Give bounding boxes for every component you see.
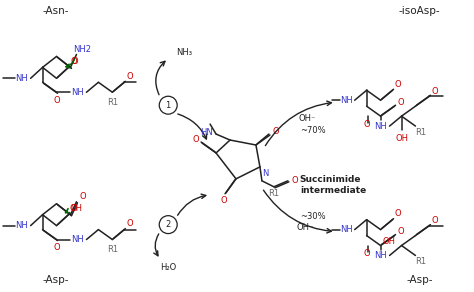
Text: O: O <box>431 87 438 96</box>
Text: NH: NH <box>15 74 28 83</box>
Text: O: O <box>221 196 228 205</box>
Text: NH: NH <box>340 225 353 234</box>
Text: O: O <box>273 126 279 135</box>
Text: ~30%: ~30% <box>300 212 326 221</box>
Text: O: O <box>397 227 404 236</box>
Text: H₂O: H₂O <box>160 263 176 272</box>
Text: OH: OH <box>395 133 408 142</box>
Text: R1: R1 <box>415 257 426 266</box>
Text: OH: OH <box>382 237 395 246</box>
Text: ~70%: ~70% <box>300 126 326 135</box>
Text: NH₃: NH₃ <box>176 48 192 57</box>
Text: O: O <box>126 72 133 81</box>
Text: O: O <box>53 243 60 252</box>
Text: O: O <box>70 204 77 213</box>
Text: -Asn-: -Asn- <box>42 6 69 16</box>
Text: O: O <box>126 219 133 228</box>
Text: O: O <box>394 80 401 89</box>
Text: R1: R1 <box>107 245 118 254</box>
Text: O: O <box>431 216 438 225</box>
Text: NH: NH <box>340 96 353 105</box>
Text: O: O <box>70 57 77 66</box>
Text: O: O <box>71 57 78 66</box>
Text: intermediate: intermediate <box>300 186 366 195</box>
Text: 2: 2 <box>165 220 171 229</box>
Text: O: O <box>397 98 404 107</box>
Text: -Asp-: -Asp- <box>42 275 69 285</box>
Text: HN: HN <box>200 128 212 137</box>
Text: NH: NH <box>374 121 387 131</box>
Text: NH: NH <box>71 88 84 97</box>
Text: OH⁻: OH⁻ <box>298 114 316 123</box>
Text: -Asp-: -Asp- <box>406 275 433 285</box>
Text: N: N <box>262 169 268 178</box>
Text: R1: R1 <box>107 98 118 107</box>
Text: Succinimide: Succinimide <box>300 175 361 184</box>
Text: OH⁻: OH⁻ <box>296 223 313 232</box>
Text: R1: R1 <box>415 128 426 137</box>
Text: O: O <box>363 120 370 128</box>
Text: 1: 1 <box>165 101 171 110</box>
Text: O: O <box>53 96 60 105</box>
Text: NH2: NH2 <box>73 45 91 54</box>
Text: O: O <box>193 135 200 144</box>
Text: NH: NH <box>374 251 387 260</box>
Text: OH: OH <box>70 204 83 213</box>
Text: -isoAsp-: -isoAsp- <box>399 6 440 16</box>
Text: NH: NH <box>71 235 84 244</box>
Text: O: O <box>363 249 370 258</box>
Text: R1: R1 <box>268 189 280 198</box>
Text: O: O <box>79 192 86 201</box>
Text: NH: NH <box>15 221 28 230</box>
Text: O: O <box>394 209 401 218</box>
Text: O: O <box>292 176 298 185</box>
